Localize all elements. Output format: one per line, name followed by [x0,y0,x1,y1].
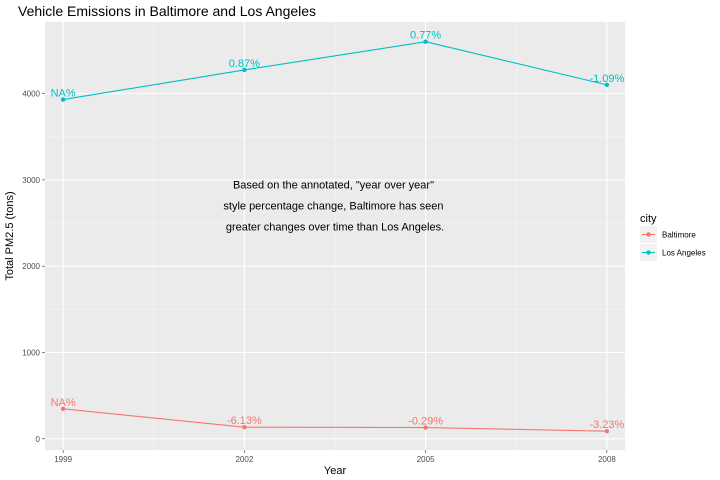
x-tick-label: 2002 [235,455,253,464]
data-label-los-angeles: 0.87% [229,58,260,70]
grid-lines [45,22,625,450]
data-point-baltimore [60,406,66,412]
legend: city Baltimore Los Angeles [640,213,706,261]
tick-layer: 0 1000 2000 3000 4000 1999 2002 2005 2008 [22,90,616,464]
x-tick-label: 1999 [54,455,72,464]
legend-key-point-los-angeles [646,250,651,255]
data-point-baltimore [423,425,428,430]
legend-label-los-angeles: Los Angeles [662,249,706,258]
series-line-los-angeles [63,41,608,101]
data-label-los-angeles: 0.77% [410,30,441,42]
data-point-los-angeles [242,67,247,73]
series-layer [60,39,610,434]
series-line-baltimore [63,408,607,432]
y-tick-label: 0 [36,435,41,444]
data-point-los-angeles [60,97,66,102]
x-tick-label: 2005 [417,455,435,464]
legend-title: city [640,213,657,225]
y-axis-title: Total PM2.5 (tons) [4,191,16,280]
data-label-layer: NA% -6.13% -0.29% -3.23% NA% 0.87% 0.77% -1.09% [51,30,625,431]
chart-title: Vehicle Emissions in Baltimore and Los A… [18,3,316,19]
data-label-baltimore: -6.13% [227,415,262,427]
legend-key-point-baltimore [646,232,651,237]
data-point-los-angeles [604,82,610,88]
data-label-baltimore: -0.29% [408,416,443,428]
y-tick-label: 3000 [22,176,40,185]
annotation-line-1: Based on the annotated, "year over year" [233,180,434,192]
annotation-text: Based on the annotated, "year over year"… [223,180,446,234]
data-label-los-angeles: -1.09% [589,73,624,85]
data-label-baltimore: NA% [51,397,76,409]
data-label-baltimore: -3.23% [589,419,624,431]
legend-label-baltimore: Baltimore [662,231,696,240]
data-point-baltimore [242,424,247,430]
y-tick-label: 1000 [22,348,40,357]
data-label-los-angeles: NA% [51,88,76,100]
data-point-los-angeles [423,39,428,44]
x-axis-title: Year [324,465,347,477]
x-tick-label: 2008 [598,455,616,464]
data-point-baltimore [604,428,610,434]
y-tick-label: 4000 [22,90,40,99]
y-tick-label: 2000 [22,262,40,271]
annotation-line-3: greater changes over time than Los Angel… [226,222,444,234]
annotation-line-2: style percentage change, Baltimore has s… [223,201,443,213]
